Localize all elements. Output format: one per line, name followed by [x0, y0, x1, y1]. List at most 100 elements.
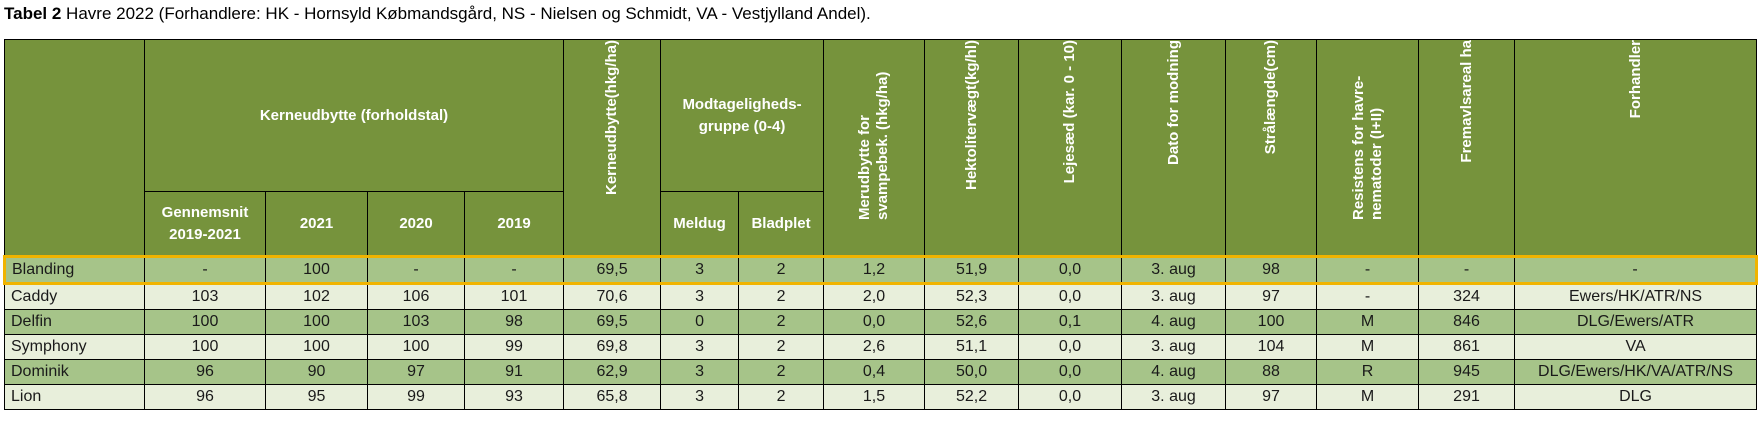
- table-cell: 0,0: [1018, 283, 1123, 310]
- table-cell: 91: [463, 359, 565, 385]
- table-cell: 3. aug: [1121, 384, 1227, 410]
- variety-name-cell: Symphony: [4, 334, 145, 360]
- table-cell: 93: [463, 384, 565, 410]
- table-cell: 101: [463, 283, 565, 310]
- header-2021: 2021: [265, 191, 368, 257]
- table-cell: -: [144, 255, 266, 285]
- variety-name-cell: Caddy: [4, 283, 145, 310]
- table-cell: 88: [1225, 359, 1318, 385]
- table-row-highlighted: Blanding -100- -69,5 3 2 1,2 51,9 0,0 3. aug 98- -…: [3, 255, 1759, 285]
- table-cell: 3: [660, 255, 740, 285]
- table-cell: 3: [660, 283, 740, 310]
- table-cell: 324: [1418, 283, 1516, 310]
- table-cell: 2: [738, 309, 825, 335]
- header-sort: [4, 39, 145, 257]
- header-bladplet: Bladplet: [738, 191, 825, 257]
- header-resistens: Resistens for havre-nematoder (I+II): [1316, 39, 1420, 257]
- table-cell: 3: [660, 334, 740, 360]
- table-cell: 97: [1225, 283, 1318, 310]
- table-row: Lion 96 95 99 93 65,8 3 2 1,5 52,2 0,0 3. aug 97 M 291…: [4, 384, 1758, 410]
- table-cell: 0,0: [1018, 384, 1123, 410]
- table-cell: DLG/Ewers/ATR: [1514, 309, 1758, 335]
- table-cell: 102: [265, 283, 368, 310]
- header-modtagelighed-group: Modtageligheds-gruppe (0-4): [660, 39, 825, 192]
- table-cell: 3: [660, 384, 740, 410]
- table-cell: 69,5: [563, 255, 662, 285]
- header-dato: Dato for modning: [1121, 39, 1227, 257]
- header-kerneudbytte-hkg: Kerneudbytte(hkg/ha): [563, 39, 662, 257]
- table-cell: 2: [738, 283, 825, 310]
- header-2019: 2019: [463, 191, 565, 257]
- table-cell: 51,1: [924, 334, 1020, 360]
- table-cell: 100: [1225, 309, 1318, 335]
- table-cell: -: [1418, 255, 1516, 285]
- table-cell: 62,9: [563, 359, 662, 385]
- table-cell: M: [1316, 334, 1420, 360]
- table-cell: 96: [144, 359, 266, 385]
- table-cell: 98: [1225, 255, 1318, 285]
- header-2020: 2020: [367, 191, 465, 257]
- table-cell: 4. aug: [1121, 359, 1227, 385]
- table-cell: 2,0: [823, 283, 926, 310]
- table-cell: 2,6: [823, 334, 926, 360]
- table-cell: DLG/Ewers/HK/VA/ATR/NS: [1514, 359, 1758, 385]
- table-cell: 3. aug: [1121, 283, 1227, 310]
- table-cell: 69,8: [563, 334, 662, 360]
- table-cell: 0,4: [823, 359, 926, 385]
- header-meldug: Meldug: [660, 191, 740, 257]
- header-lejesaed: Lejesæd (kar. 0 - 10): [1018, 39, 1123, 257]
- table-cell: 99: [463, 334, 565, 360]
- havre-table: Kerneudbytte (forholdstal) Kerneudbytte(…: [3, 39, 1759, 410]
- table-cell: 52,6: [924, 309, 1020, 335]
- table-cell: 96: [144, 384, 266, 410]
- header-hektolitervaegt: Hektolitervægt(kg/hl): [924, 39, 1020, 257]
- table-cell: 3. aug: [1121, 255, 1227, 285]
- table-cell: 2: [738, 334, 825, 360]
- table-cell: 0,0: [1018, 334, 1123, 360]
- table-cell: 100: [265, 334, 368, 360]
- table-cell: -: [1316, 283, 1420, 310]
- header-kerneudbytte-group: Kerneudbytte (forholdstal): [143, 39, 565, 192]
- table-cell: 100: [367, 334, 465, 360]
- table-cell: 0,1: [1018, 309, 1123, 335]
- table-cell: Ewers/HK/ATR/NS: [1514, 283, 1758, 310]
- table-cell: -: [463, 255, 565, 285]
- table-cell: 0,0: [823, 309, 926, 335]
- table-cell: 291: [1418, 384, 1516, 410]
- table-row: Delfin 100 100 103 98 69,5 0 2 0,0 52,6 0,1 4. aug 1…: [4, 309, 1758, 335]
- header-merudbytte: Merudbytte for svampebek. (hkg/ha): [823, 39, 926, 257]
- table-cell: 1,5: [823, 384, 926, 410]
- table-cell: 100: [144, 334, 266, 360]
- table-cell: R: [1316, 359, 1420, 385]
- table-cell: -: [367, 255, 465, 285]
- table-body: Blanding -100- -69,5 3 2 1,2 51,9 0,0 3. aug 98- -…: [3, 255, 1759, 410]
- table-cell: 97: [1225, 384, 1318, 410]
- table-cell: -: [1514, 255, 1759, 285]
- header-straalaengde: Strålængde(cm): [1225, 39, 1318, 257]
- variety-name-cell: Dominik: [4, 359, 145, 385]
- table-cell: 97: [367, 359, 465, 385]
- table-cell: 103: [144, 283, 266, 310]
- table-cell: 2: [738, 359, 825, 385]
- table-cell: 52,3: [924, 283, 1020, 310]
- table-cell: VA: [1514, 334, 1758, 360]
- caption-label: Tabel 2: [4, 4, 62, 23]
- table-cell: 65,8: [563, 384, 662, 410]
- variety-name-cell: Lion: [4, 384, 145, 410]
- table-cell: -: [1316, 255, 1420, 285]
- table-cell: M: [1316, 384, 1420, 410]
- table-row: Symphony 100 100 100 99 69,8 3 2 2,6 51,1 0,0 3. au…: [4, 334, 1758, 360]
- variety-name-cell: Delfin: [4, 309, 145, 335]
- table-cell: 90: [265, 359, 368, 385]
- table-cell: 945: [1418, 359, 1516, 385]
- table-row: Dominik 96 90 97 91 62,9 3 2 0,4 50,0 0,0 4. aug 88 R…: [4, 359, 1758, 385]
- table-cell: M: [1316, 309, 1420, 335]
- table-cell: 4. aug: [1121, 309, 1227, 335]
- table-cell: 52,2: [924, 384, 1020, 410]
- table-cell: 51,9: [924, 255, 1020, 285]
- table-cell: 1,2: [823, 255, 926, 285]
- table-cell: DLG: [1514, 384, 1758, 410]
- table-cell: 3. aug: [1121, 334, 1227, 360]
- header-fremavlsareal: Fremavlsareal ha: [1418, 39, 1516, 257]
- table-cell: 3: [660, 359, 740, 385]
